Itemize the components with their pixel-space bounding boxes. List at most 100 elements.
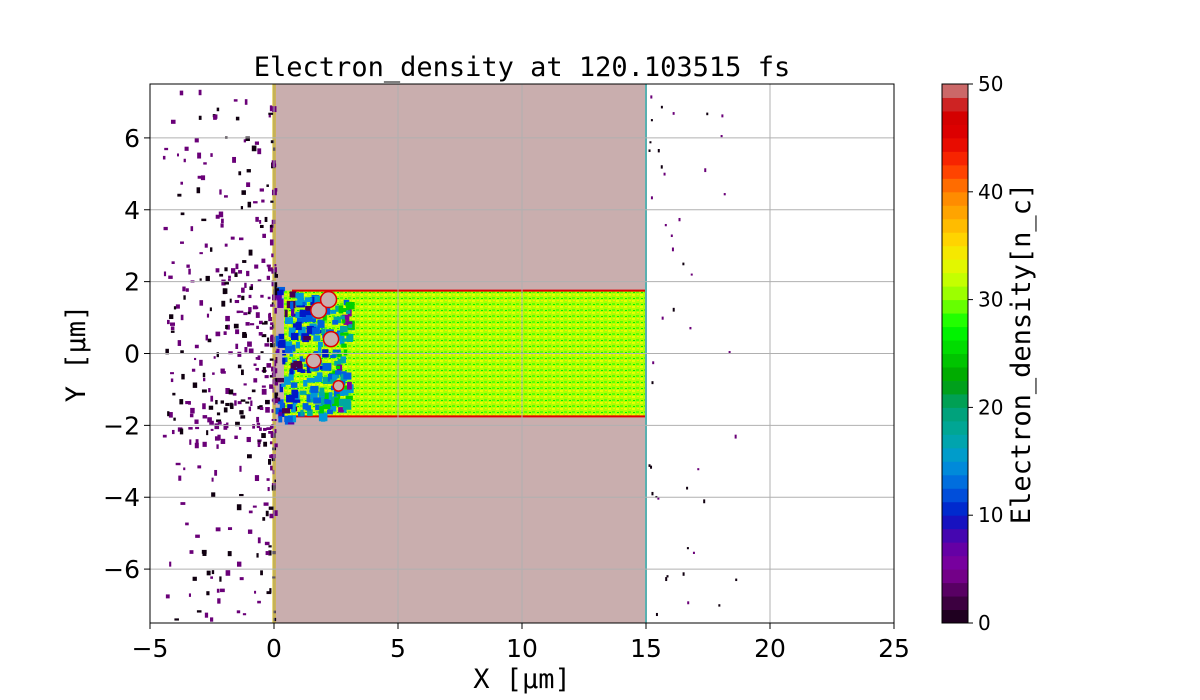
scattered-electron bbox=[273, 363, 277, 367]
scattered-electron bbox=[249, 323, 255, 326]
entrance-cell bbox=[330, 354, 336, 359]
entrance-cell bbox=[340, 387, 345, 397]
scattered-electron bbox=[254, 590, 257, 594]
scattered-electron bbox=[219, 273, 224, 277]
scattered-electron bbox=[202, 403, 206, 410]
entrance-cell bbox=[282, 408, 291, 414]
scattered-electron bbox=[192, 382, 198, 388]
scattered-electron bbox=[263, 427, 267, 431]
scattered-electron bbox=[253, 363, 257, 366]
plot-area bbox=[149, 83, 895, 624]
scattered-electron bbox=[205, 275, 210, 282]
scattered-electron bbox=[209, 307, 212, 312]
scattered-electron bbox=[206, 591, 210, 596]
entrance-cell bbox=[277, 286, 286, 292]
scattered-electron bbox=[260, 351, 264, 354]
entrance-cell bbox=[320, 413, 326, 422]
scattered-electron bbox=[265, 407, 270, 413]
scattered-electron bbox=[234, 272, 238, 277]
entrance-cell bbox=[310, 297, 317, 306]
scattered-electron bbox=[267, 487, 270, 492]
entrance-cell bbox=[340, 332, 349, 336]
scattered-electron bbox=[242, 333, 247, 338]
entrance-cell bbox=[316, 372, 323, 379]
scattered-electron bbox=[686, 486, 689, 490]
entrance-cell bbox=[338, 305, 344, 314]
scattered-electron bbox=[273, 479, 276, 483]
scattered-electron bbox=[217, 598, 221, 604]
scattered-electron bbox=[257, 600, 261, 604]
entrance-cell bbox=[303, 363, 310, 367]
entrance-cell bbox=[306, 313, 315, 322]
entrance-cell bbox=[321, 328, 326, 334]
entrance-cell bbox=[282, 350, 287, 356]
scattered-electron bbox=[227, 551, 232, 557]
entrance-cell bbox=[286, 394, 295, 403]
scattered-electron bbox=[228, 275, 231, 279]
scattered-electron bbox=[258, 320, 263, 325]
scattered-electron bbox=[188, 401, 191, 405]
scattered-electron bbox=[210, 395, 214, 402]
scattered-electron bbox=[257, 148, 262, 155]
scattered-electron bbox=[665, 577, 668, 582]
scattered-electron bbox=[205, 334, 208, 341]
entrance-cell bbox=[284, 376, 291, 385]
scattered-electron bbox=[240, 369, 244, 376]
scattered-electron bbox=[262, 233, 266, 238]
entrance-cell bbox=[282, 357, 286, 365]
entrance-cell bbox=[291, 389, 299, 399]
colorbar-level bbox=[942, 555, 968, 570]
scattered-electron bbox=[270, 432, 275, 438]
scattered-electron bbox=[236, 504, 242, 511]
scattered-electron bbox=[223, 423, 228, 430]
scattered-electron bbox=[199, 359, 203, 366]
scattered-electron bbox=[216, 444, 219, 449]
entrance-cell bbox=[346, 333, 354, 341]
scattered-electron bbox=[214, 423, 220, 430]
scattered-electron bbox=[261, 258, 266, 263]
colorbar-level bbox=[942, 340, 968, 354]
scattered-electron bbox=[198, 115, 202, 120]
entrance-cell bbox=[305, 305, 313, 312]
scattered-electron bbox=[210, 428, 214, 431]
scattered-electron bbox=[244, 347, 248, 353]
colorbar-level bbox=[942, 596, 968, 611]
scattered-electron bbox=[660, 165, 663, 169]
scattered-electron bbox=[181, 373, 185, 380]
scattered-electron bbox=[255, 312, 260, 318]
colorbar-level bbox=[942, 191, 968, 206]
scattered-electron bbox=[655, 612, 658, 617]
scattered-electron bbox=[271, 409, 275, 413]
scattered-electron bbox=[194, 137, 199, 143]
entrance-cell bbox=[322, 376, 332, 385]
colorbar-level bbox=[942, 393, 968, 408]
scattered-electron bbox=[273, 267, 277, 273]
scattered-electron bbox=[224, 267, 228, 272]
scattered-electron bbox=[269, 588, 272, 593]
entrance-cell bbox=[342, 389, 349, 396]
scattered-electron bbox=[273, 443, 278, 448]
scattered-electron bbox=[264, 375, 269, 379]
entrance-cell bbox=[297, 368, 303, 373]
scattered-electron bbox=[238, 270, 243, 274]
entrance-cell bbox=[313, 335, 321, 342]
entrance-cell bbox=[290, 382, 298, 388]
scattered-electron bbox=[268, 430, 274, 434]
scattered-electron bbox=[270, 454, 276, 459]
entrance-cell bbox=[284, 344, 293, 354]
scattered-electron bbox=[234, 400, 237, 406]
scattered-electron bbox=[202, 372, 206, 378]
scattered-electron bbox=[211, 477, 214, 482]
scattered-electron bbox=[690, 273, 693, 276]
scattered-electron bbox=[257, 439, 262, 442]
entrance-cell bbox=[345, 310, 351, 314]
scattered-electron bbox=[220, 400, 225, 404]
scattered-electron bbox=[194, 419, 199, 424]
scattered-electron bbox=[182, 286, 186, 292]
scattered-electron bbox=[235, 343, 239, 350]
scattered-electron bbox=[254, 141, 260, 145]
scattered-electron bbox=[233, 99, 238, 102]
scattered-electron bbox=[670, 234, 673, 238]
scattered-electron bbox=[648, 149, 651, 152]
scattered-electron bbox=[260, 294, 264, 298]
